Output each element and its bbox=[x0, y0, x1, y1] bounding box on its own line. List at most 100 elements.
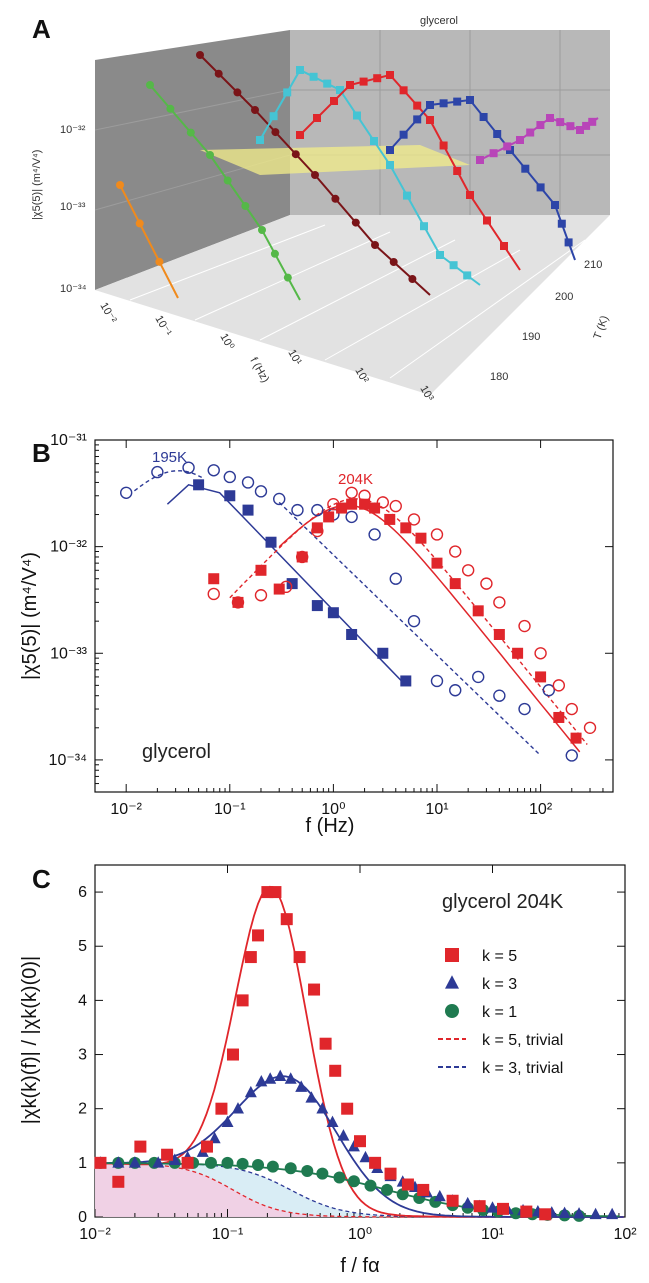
c-point-s1-12 bbox=[264, 1072, 277, 1084]
c-point-s1-21 bbox=[359, 1150, 372, 1163]
floor-grid bbox=[129, 224, 586, 379]
a-point-2 bbox=[214, 69, 223, 78]
b-point-s0-5 bbox=[241, 476, 255, 489]
c-point-s1-15 bbox=[295, 1080, 308, 1092]
b-point-s0-2 bbox=[182, 461, 195, 474]
c-point-s1-39 bbox=[606, 1207, 619, 1220]
c-point-s2-25 bbox=[509, 1207, 522, 1220]
a-point-4 bbox=[386, 71, 394, 79]
b-point-s1-1 bbox=[224, 490, 236, 502]
a-point-2 bbox=[311, 171, 319, 179]
c-ytick-label-0: 0 bbox=[78, 1209, 87, 1226]
panel-c-series bbox=[94, 886, 619, 1222]
a-point-3 bbox=[323, 79, 332, 88]
a-point-6 bbox=[489, 149, 498, 158]
c-point-s1-17 bbox=[316, 1102, 329, 1114]
b-point-s0-18 bbox=[493, 689, 506, 702]
panel-a-label: A bbox=[32, 14, 51, 44]
c-point-s2-18 bbox=[396, 1188, 409, 1201]
a-point-3 bbox=[336, 86, 344, 94]
c-ytick-label-2: 2 bbox=[78, 1101, 87, 1118]
c-point-s0-18 bbox=[341, 1102, 354, 1115]
a-point-0 bbox=[135, 219, 144, 228]
b-ytick-label-3: 10⁻³⁴ bbox=[49, 752, 88, 769]
a-point-1 bbox=[270, 249, 279, 258]
c-point-s2-17 bbox=[381, 1183, 394, 1196]
b-point-s3-6 bbox=[323, 511, 335, 523]
b-point-s0-19 bbox=[518, 702, 531, 716]
x3d-axis-title: f (Hz) bbox=[247, 356, 271, 385]
b-point-s3-11 bbox=[384, 513, 396, 525]
a-point-2 bbox=[371, 241, 379, 249]
x3d-tick-1: 10⁻¹ bbox=[152, 314, 173, 339]
panel-a: A glycerol 10⁻³² 10⁻³³ 10⁻³⁴ |χ5(5)| bbox=[31, 14, 611, 404]
a-point-6 bbox=[516, 136, 524, 144]
c-legend-label-2: k = 1 bbox=[482, 1004, 517, 1021]
b-xtick-label-4: 10² bbox=[529, 801, 553, 818]
panel-c-x-title: f / fα bbox=[340, 1255, 379, 1277]
c-point-s0-9 bbox=[244, 951, 257, 964]
a-point-5 bbox=[426, 101, 434, 109]
t-axis-title: T (K) bbox=[592, 314, 612, 341]
panel-b-y-title: |χ5(5)| (m⁴/V⁴) bbox=[19, 552, 41, 680]
a-line-3 bbox=[259, 68, 481, 286]
b-point-s1-8 bbox=[377, 647, 389, 659]
c-point-s2-12 bbox=[301, 1164, 314, 1177]
z-tick-2: 10⁻³⁴ bbox=[60, 283, 87, 295]
c-point-s0-19 bbox=[354, 1135, 366, 1148]
a-point-1 bbox=[258, 226, 266, 234]
a-point-3 bbox=[420, 222, 428, 231]
c-point-s0-13 bbox=[280, 913, 293, 926]
b-point-s0-20 bbox=[542, 684, 555, 697]
b-point-s0-14 bbox=[407, 614, 421, 628]
b-point-s3-15 bbox=[449, 578, 461, 590]
a-point-3 bbox=[256, 136, 264, 144]
c-legend-marker-1 bbox=[445, 975, 459, 989]
c-legend-label-3: k = 5, trivial bbox=[482, 1032, 563, 1049]
c-point-s1-4 bbox=[168, 1153, 181, 1165]
a-point-1 bbox=[206, 151, 214, 159]
c-legend-label-4: k = 3, trivial bbox=[482, 1060, 563, 1077]
c-point-s1-14 bbox=[284, 1072, 297, 1084]
b-point-s2-21 bbox=[583, 721, 597, 735]
c-point-s2-10 bbox=[266, 1160, 279, 1173]
b-fit-195-dashed-low bbox=[133, 470, 203, 492]
c-point-s1-7 bbox=[208, 1131, 221, 1144]
b-ytick-label-0: 10⁻³¹ bbox=[50, 432, 87, 449]
panel-b-annotation: glycerol bbox=[142, 741, 211, 763]
t-tick-2: 190 bbox=[522, 331, 540, 343]
a-point-6 bbox=[588, 117, 597, 126]
c-point-s0-27 bbox=[520, 1205, 533, 1218]
b-point-s2-11 bbox=[407, 513, 421, 526]
a-point-6 bbox=[546, 114, 554, 122]
a-point-4 bbox=[313, 114, 321, 122]
panel-c: C 10⁻² 10⁻¹ 10⁰ 10¹ 10² 0 1 2 3 4 5 6 glycerol 204K… bbox=[19, 864, 637, 1277]
z-tick-1: 10⁻³³ bbox=[60, 201, 86, 213]
b-point-s3-18 bbox=[512, 647, 524, 659]
a-point-5 bbox=[479, 113, 488, 121]
c-point-s1-19 bbox=[337, 1129, 350, 1141]
c-point-s0-15 bbox=[308, 983, 321, 996]
a-point-5 bbox=[413, 115, 422, 124]
c-point-s0-22 bbox=[401, 1178, 414, 1191]
c-point-s2-7 bbox=[221, 1156, 234, 1169]
a-point-4 bbox=[426, 116, 434, 124]
panel-c-annotation: glycerol 204K bbox=[442, 891, 564, 913]
c-point-s0-23 bbox=[417, 1183, 430, 1196]
c-point-s0-12 bbox=[269, 886, 282, 899]
panel-b-series bbox=[119, 461, 597, 762]
b-point-s2-16 bbox=[493, 596, 506, 609]
c-point-s2-6 bbox=[204, 1156, 217, 1169]
c-xtick-label-1: 10⁻¹ bbox=[212, 1226, 244, 1243]
c-point-s0-8 bbox=[236, 994, 249, 1007]
panel-a-title: glycerol bbox=[420, 15, 458, 27]
panel-b-fit-curves bbox=[133, 470, 588, 757]
b-point-s1-3 bbox=[265, 536, 277, 548]
c-point-s1-9 bbox=[231, 1102, 244, 1114]
b-point-s2-0 bbox=[207, 587, 220, 601]
b-point-s3-10 bbox=[369, 502, 381, 514]
c-xtick-label-3: 10¹ bbox=[481, 1226, 504, 1243]
a-point-0 bbox=[116, 181, 124, 189]
a-point-2 bbox=[271, 128, 280, 137]
b-point-s1-0 bbox=[193, 479, 205, 491]
